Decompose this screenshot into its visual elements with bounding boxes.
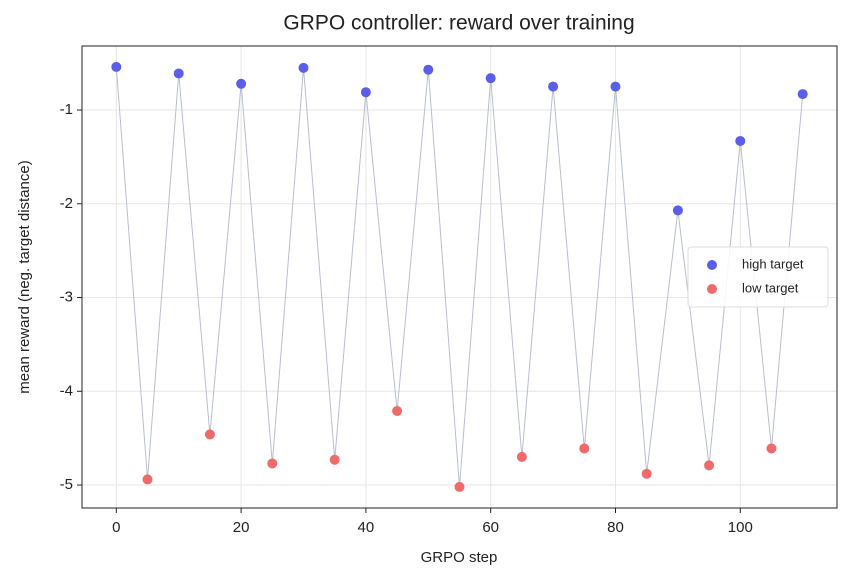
legend-label: low target	[742, 280, 799, 295]
x-tick-label: 80	[607, 519, 624, 536]
legend-box	[687, 246, 829, 308]
x-tick-label: 40	[358, 519, 375, 536]
x-axis-label: GRPO step	[421, 549, 498, 566]
point	[579, 443, 590, 454]
point	[454, 481, 465, 492]
point	[142, 474, 153, 485]
point	[329, 454, 340, 465]
point	[236, 78, 247, 89]
point	[173, 68, 184, 79]
point	[423, 64, 434, 75]
point	[298, 62, 309, 73]
y-axis-label: mean reward (neg. target distance)	[16, 160, 33, 393]
legend-marker	[707, 260, 717, 270]
x-tick-label: 60	[482, 519, 499, 536]
point	[610, 81, 621, 92]
plot-frame	[81, 45, 838, 509]
y-tick-label: -2	[60, 195, 73, 212]
point	[797, 89, 808, 100]
legend-marker	[707, 284, 717, 294]
y-tick-label: -3	[60, 289, 73, 306]
point	[360, 87, 371, 98]
y-tick-label: -1	[60, 101, 73, 118]
legend-label: high target	[742, 256, 804, 271]
point	[735, 135, 746, 146]
point	[485, 73, 496, 84]
x-tick-label: 0	[112, 519, 120, 536]
point	[704, 460, 715, 471]
point	[111, 61, 122, 72]
point	[766, 443, 777, 454]
point	[204, 429, 215, 440]
x-tick-label: 100	[728, 519, 753, 536]
point	[548, 81, 559, 92]
point	[641, 468, 652, 479]
point	[392, 405, 403, 416]
y-tick-label: -4	[60, 382, 73, 399]
point	[516, 451, 527, 462]
chart-title: GRPO controller: reward over training	[283, 12, 634, 35]
point	[267, 458, 278, 469]
point	[672, 205, 683, 216]
y-tick-label: -5	[60, 476, 73, 493]
x-tick-label: 20	[233, 519, 250, 536]
